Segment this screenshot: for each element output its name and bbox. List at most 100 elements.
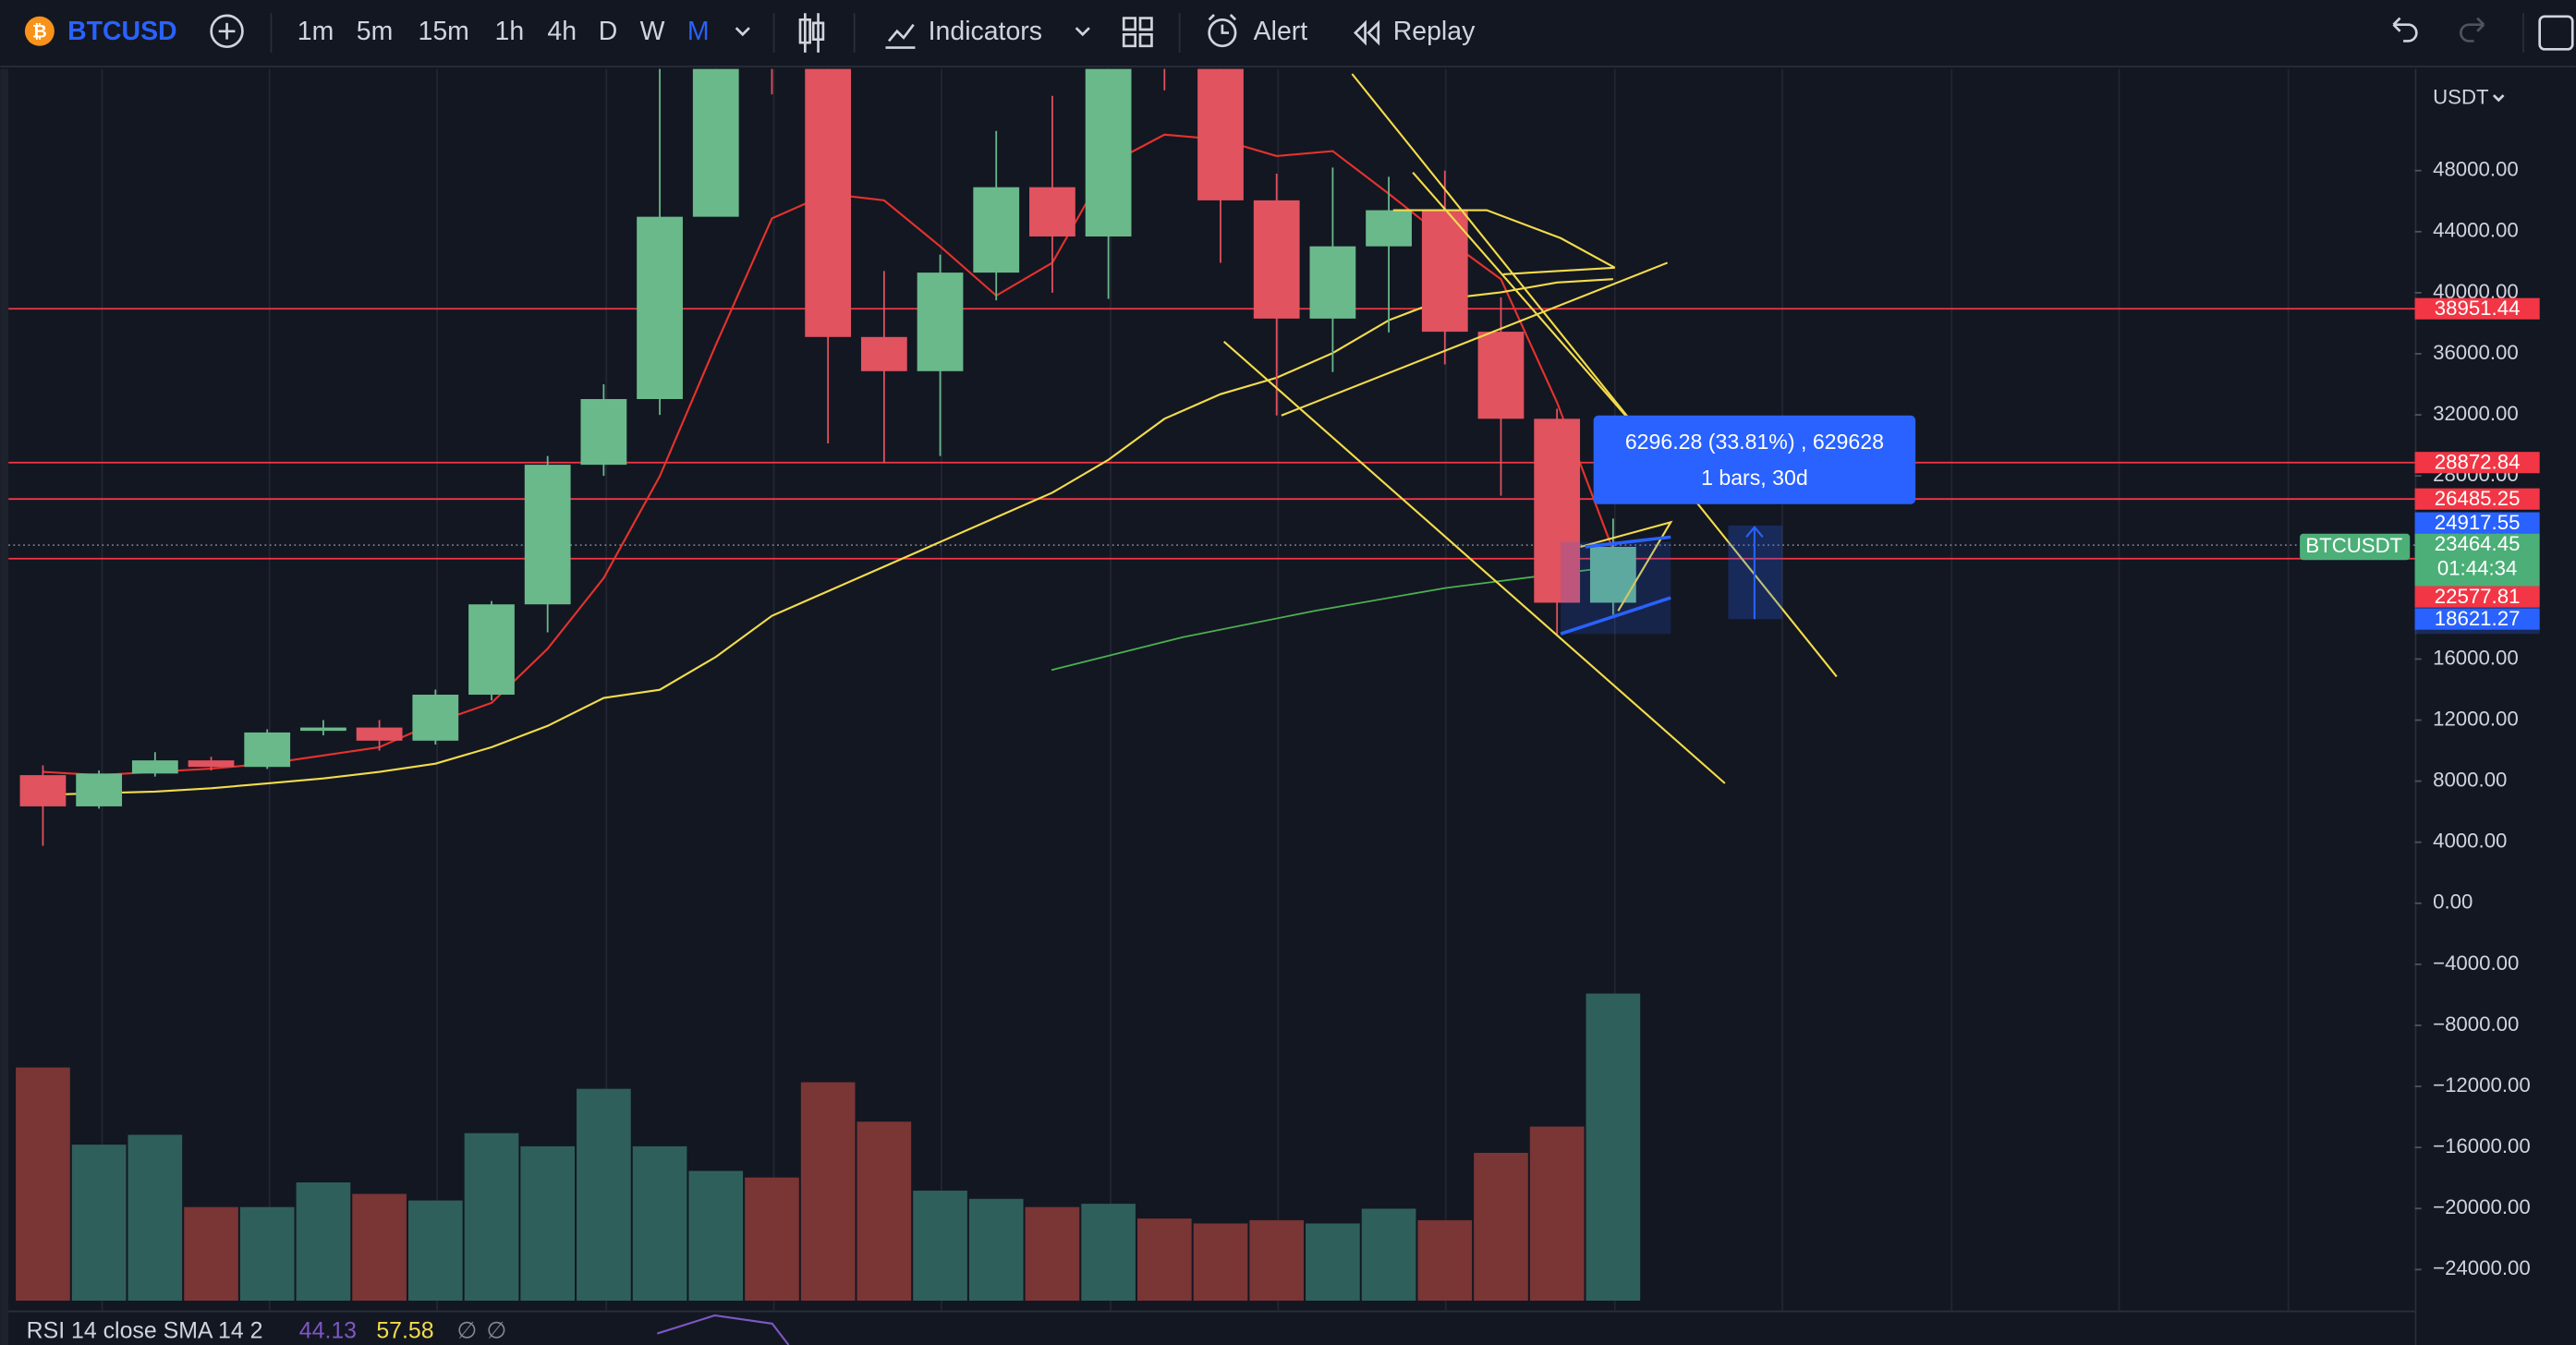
empty-value: ∅ [456, 1317, 477, 1343]
price-label: 38951.44 [2435, 297, 2521, 320]
y-tick-label: −8000.00 [2433, 1012, 2519, 1036]
price-label-bg [2414, 452, 2540, 474]
y-tick-label: −20000.00 [2433, 1195, 2531, 1218]
chart-type[interactable] [798, 13, 825, 53]
add-symbol-plus [218, 22, 236, 40]
volume-bar [520, 1145, 576, 1301]
candle-body [580, 399, 627, 466]
plot [8, 68, 2415, 1301]
price-label: 28872.84 [2435, 451, 2521, 474]
toolbar: ₿ BTCUSD 1m 5m 15m 1h 4h D W M Indicators Alert… [0, 0, 2576, 67]
add-symbol[interactable] [210, 14, 244, 48]
volume-bar [1193, 1223, 1248, 1301]
volume-bar [464, 1133, 519, 1301]
interval[interactable]: 15m [419, 17, 469, 46]
currency-chevron[interactable] [2492, 94, 2505, 103]
candle-body [468, 604, 515, 696]
indicators-icon[interactable] [885, 23, 916, 49]
volume-bar [688, 1170, 744, 1301]
interval[interactable]: M [687, 17, 710, 46]
trend-line[interactable] [1222, 340, 1726, 784]
rsi-value: 44.13 [299, 1317, 357, 1343]
volume [16, 993, 1641, 1301]
alert-hands [1208, 14, 1237, 34]
candle-body [1197, 68, 1244, 200]
price-lines [8, 308, 2415, 560]
volume-bar [632, 1145, 687, 1301]
candle-body [131, 760, 178, 774]
panel-toggle[interactable] [2538, 15, 2574, 51]
interval[interactable]: 1h [495, 17, 525, 46]
channel-line[interactable] [1585, 535, 1671, 549]
trend-line[interactable] [1412, 171, 1644, 436]
interval[interactable]: 1m [298, 17, 334, 46]
volume-bar [968, 1198, 1024, 1301]
tooltip-line: 1 bars, 30d [1701, 466, 1808, 490]
price-label-bg [2414, 488, 2540, 510]
candle-body [1534, 418, 1581, 603]
y-tick-label: 32000.00 [2433, 402, 2519, 425]
y-tick-label: −12000.00 [2433, 1073, 2531, 1097]
candle-body [356, 727, 403, 741]
intervals: 1m 5m 15m 1h 4h D W M [298, 17, 710, 46]
interval[interactable]: 4h [547, 17, 577, 46]
candle-body [1253, 200, 1300, 319]
trend-line[interactable] [1502, 266, 1615, 275]
volume-bar [1136, 1218, 1192, 1301]
alert[interactable]: Alert [1254, 17, 1308, 46]
volume-bar [407, 1200, 463, 1301]
interval[interactable]: W [640, 17, 665, 46]
price-label-bg [2414, 297, 2540, 320]
drawings [1222, 73, 1838, 784]
volume-bar [296, 1182, 351, 1301]
replay[interactable]: Replay [1393, 17, 1476, 46]
currency[interactable]: USDT [2433, 86, 2489, 109]
price-label: 24917.55 [2435, 511, 2521, 534]
candle-body [524, 465, 571, 605]
y-tick-label: 48000.00 [2433, 158, 2519, 181]
trend-line[interactable] [1351, 73, 1838, 678]
redo[interactable] [2460, 17, 2485, 42]
candle-body [300, 727, 346, 732]
interval[interactable]: D [599, 17, 618, 46]
trend-line[interactable] [1580, 520, 1673, 612]
price-label-bg [2414, 512, 2540, 534]
replay-icon[interactable] [1354, 19, 1380, 46]
alert-icon[interactable] [1208, 18, 1237, 48]
symbol-label-bg [2300, 533, 2411, 561]
y-tick-label: 8000.00 [2433, 768, 2507, 791]
undo[interactable] [2392, 17, 2418, 42]
indicators[interactable]: Indicators [929, 17, 1042, 46]
candles [19, 68, 1636, 846]
y-tick-label: 36000.00 [2433, 341, 2519, 364]
indicator-label[interactable]: RSI 14 close SMA 14 2 [27, 1317, 263, 1343]
candle-body [637, 216, 683, 400]
layout-icon[interactable] [1122, 17, 1153, 48]
long-ma [1051, 565, 1615, 672]
channel-line[interactable] [1560, 596, 1671, 636]
candle-body [692, 68, 739, 217]
y-tick-label: 44000.00 [2433, 219, 2519, 242]
symbol[interactable]: BTCUSD [67, 17, 177, 46]
price-label-bg [2414, 533, 2540, 587]
trend-line[interactable] [1281, 261, 1669, 417]
y-tick-label: 16000.00 [2433, 646, 2519, 669]
toolbar-bg [0, 0, 2576, 67]
interval-chevron[interactable] [735, 27, 750, 37]
trend-line[interactable] [1392, 209, 1616, 269]
volume-bar [857, 1121, 912, 1301]
empty-value: ∅ [486, 1317, 506, 1343]
y-tick-label: −4000.00 [2433, 951, 2519, 975]
moving-average [43, 278, 1613, 796]
candle-body [1421, 210, 1468, 333]
price-label-bg [2414, 586, 2540, 608]
volume-bar [352, 1194, 407, 1301]
candle-body [1309, 246, 1356, 319]
candle-body [188, 760, 235, 768]
candle-body [76, 773, 123, 806]
indicators-chevron[interactable] [1075, 27, 1090, 37]
volume-bar [745, 1177, 799, 1301]
interval[interactable]: 5m [357, 17, 394, 46]
candle-body [244, 732, 291, 768]
